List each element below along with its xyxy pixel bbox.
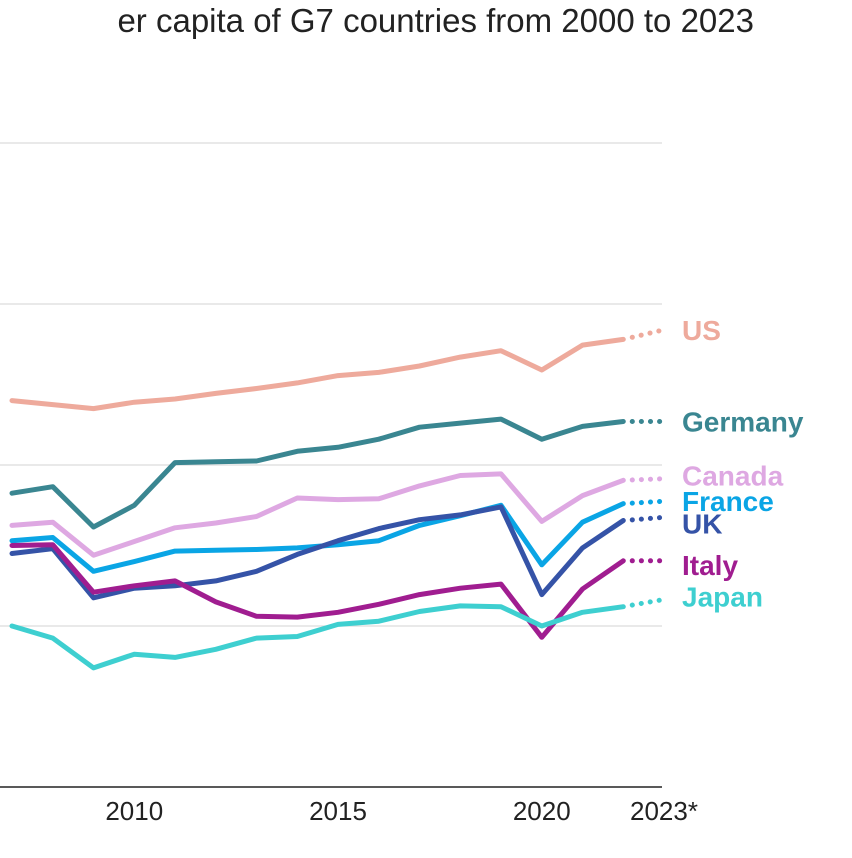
- series-projection-uk: [629, 514, 667, 523]
- series-label-japan: Japan: [682, 581, 763, 612]
- chart-title-text: er capita of G7 countries from 2000 to 2…: [117, 2, 754, 39]
- series-projection-france: [629, 498, 667, 506]
- series-line-france: [9, 501, 626, 574]
- x-tick-label: 2023*: [630, 796, 698, 826]
- series-projection-canada: [629, 476, 667, 483]
- series-line-us: [9, 336, 626, 412]
- series-projection-japan: [629, 596, 667, 608]
- series-projection-us: [629, 327, 667, 340]
- series-line-canada: [9, 471, 626, 558]
- x-tick-label: 2020: [513, 796, 571, 826]
- series-line-japan: [9, 603, 626, 671]
- series-label-uk: UK: [682, 508, 722, 539]
- series-line-italy: [9, 542, 626, 640]
- series-label-canada: Canada: [682, 461, 784, 492]
- series-line-germany: [9, 416, 626, 530]
- chart-title: er capita of G7 countries from 2000 to 2…: [0, 0, 852, 50]
- series-label-italy: Italy: [682, 550, 738, 581]
- x-tick-label: 2010: [105, 796, 163, 826]
- series-label-us: US: [682, 315, 721, 346]
- series-label-france: France: [682, 486, 774, 517]
- series-label-germany: Germany: [682, 407, 804, 438]
- x-tick-label: 2015: [309, 796, 367, 826]
- series-line-uk: [9, 504, 626, 601]
